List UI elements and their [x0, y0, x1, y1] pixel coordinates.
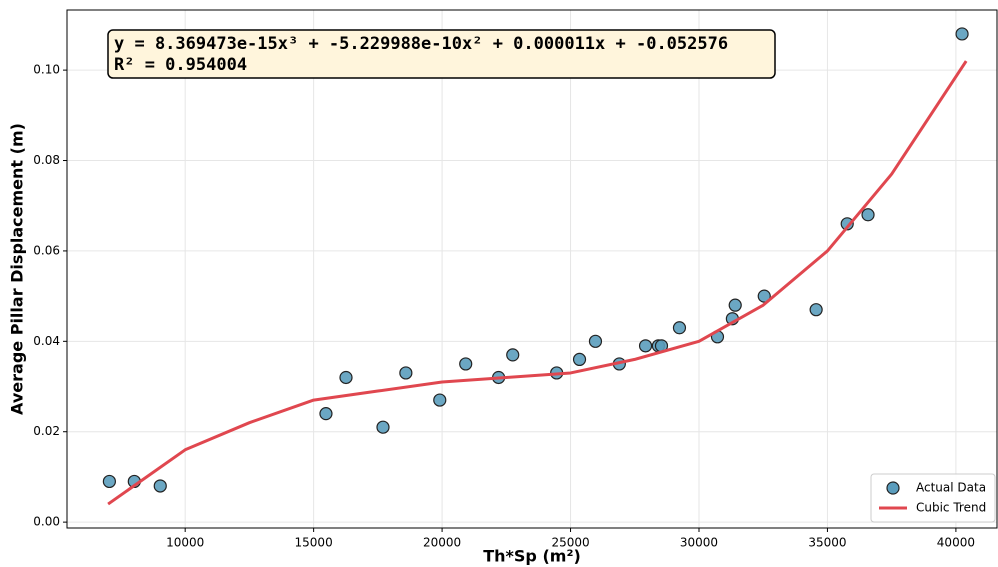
data-point	[339, 370, 353, 385]
data-point	[861, 208, 875, 222]
data-point	[757, 289, 771, 303]
y-tick-label: 0.06	[33, 243, 60, 257]
data-point	[102, 474, 116, 489]
data-point	[728, 298, 742, 312]
data-point	[840, 217, 854, 231]
x-axis-label: Th*Sp (m²)	[483, 547, 581, 566]
x-tick-label: 10000	[166, 536, 204, 550]
data-point	[588, 334, 603, 348]
legend-label: Cubic Trend	[916, 501, 986, 515]
data-point	[153, 479, 167, 493]
annotation: R² = 0.954004	[114, 55, 247, 75]
data-point	[319, 407, 333, 421]
data-point	[399, 366, 413, 380]
y-tick-label: 0.00	[33, 515, 60, 529]
data-point	[572, 352, 587, 367]
y-tick-label: 0.04	[33, 334, 60, 348]
legend-swatch	[886, 481, 900, 495]
y-tick-label: 0.10	[33, 63, 60, 77]
axes-frame	[66, 9, 998, 529]
marks	[102, 27, 969, 506]
data-point	[672, 321, 687, 335]
trend-line	[107, 60, 968, 506]
data-point	[506, 348, 520, 362]
x-tick-label: 30000	[680, 536, 718, 550]
x-tick-label: 20000	[423, 536, 461, 550]
data-point	[459, 357, 473, 371]
y-tick-label: 0.08	[33, 153, 60, 167]
x-tick-label: 35000	[808, 536, 846, 550]
annotation-box	[107, 29, 776, 79]
y-axis-label: Average Pillar Displacement (m)	[8, 123, 27, 415]
y-tick-label: 0.02	[33, 424, 60, 438]
data-point	[638, 339, 653, 353]
data-point	[955, 27, 969, 41]
annotation: y = 8.369473e-15x³ + -5.229988e-10x² + 0…	[114, 34, 728, 54]
x-tick-label: 25000	[551, 536, 589, 550]
x-tick-label: 40000	[937, 536, 975, 550]
data-point	[376, 420, 390, 434]
x-tick-label: 15000	[295, 536, 333, 550]
legend-label: Actual Data	[916, 481, 986, 495]
data-point	[809, 303, 823, 317]
data-point	[433, 393, 447, 407]
legend-box	[870, 473, 996, 523]
